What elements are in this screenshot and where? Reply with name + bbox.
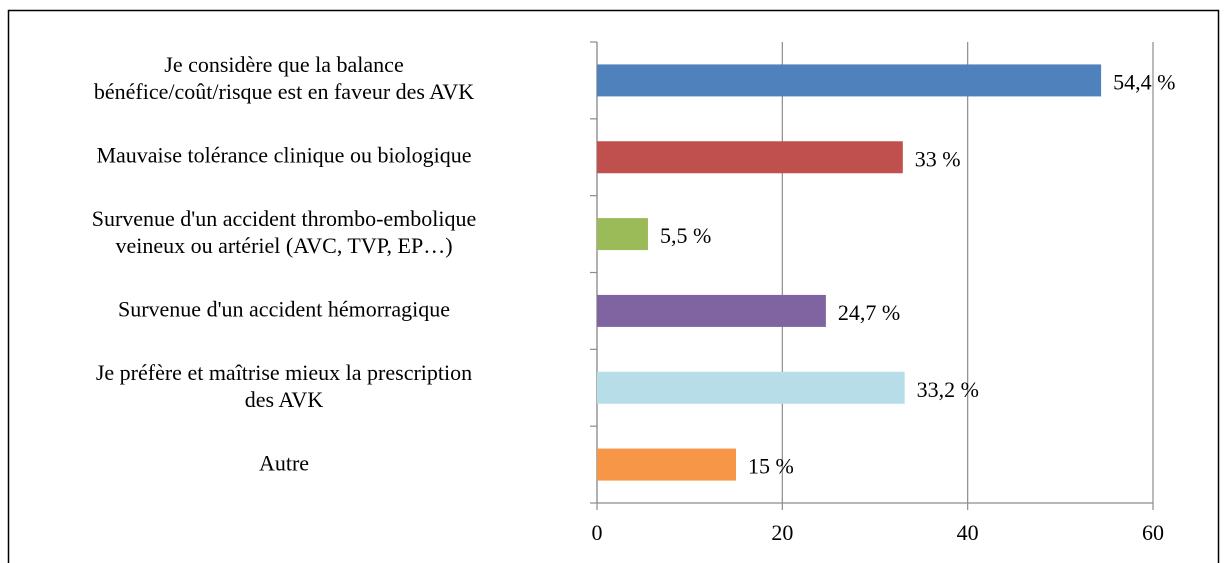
x-tick-label: 0 bbox=[592, 520, 603, 545]
value-label: 5,5 % bbox=[660, 223, 711, 248]
y-tick-label: Je préfère et maîtrise mieux la prescrip… bbox=[95, 359, 473, 412]
value-label: 24,7 % bbox=[838, 300, 900, 325]
frame bbox=[7, 9, 1220, 563]
x-tick-label: 60 bbox=[1142, 520, 1164, 545]
x-tick-label: 40 bbox=[957, 520, 979, 545]
bar bbox=[597, 141, 903, 174]
y-tick-label: Autre bbox=[258, 450, 310, 476]
bar bbox=[597, 218, 648, 251]
y-tick-label: Survenue d'un accident thrombo-embolique… bbox=[91, 206, 477, 259]
bar bbox=[597, 64, 1102, 97]
value-label: 33,2 % bbox=[917, 377, 979, 402]
y-tick-label: Je considère que la balance bénéfice/coû… bbox=[93, 52, 475, 105]
x-tick-label: 20 bbox=[771, 520, 793, 545]
bar bbox=[597, 448, 736, 481]
value-label: 54,4 % bbox=[1113, 69, 1175, 94]
y-tick-label: Mauvaise tolérance clinique ou biologiqu… bbox=[96, 142, 472, 168]
bar bbox=[597, 371, 905, 404]
bar bbox=[597, 294, 826, 327]
value-label: 15 % bbox=[748, 454, 794, 479]
value-label: 33 % bbox=[915, 146, 961, 171]
y-tick-label: Survenue d'un accident hémorragique bbox=[117, 296, 450, 322]
